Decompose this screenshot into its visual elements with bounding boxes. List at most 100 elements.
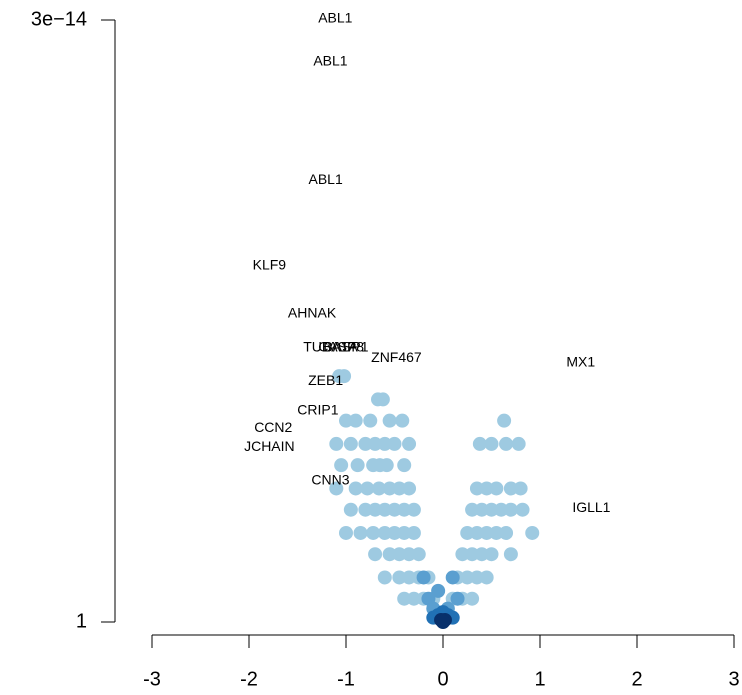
gene-label: TUBA1A	[303, 339, 358, 355]
point	[387, 525, 402, 540]
point	[329, 436, 344, 451]
gene-label: CNN3	[311, 472, 349, 488]
point	[402, 570, 417, 585]
point	[460, 525, 475, 540]
point	[392, 481, 407, 496]
point	[474, 547, 489, 562]
point	[382, 547, 397, 562]
point	[368, 502, 383, 517]
point	[484, 436, 499, 451]
point	[402, 547, 417, 562]
point	[499, 436, 514, 451]
point	[337, 369, 352, 384]
point	[469, 481, 484, 496]
point	[353, 525, 368, 540]
point	[489, 525, 504, 540]
point	[472, 436, 487, 451]
point	[397, 525, 412, 540]
gene-label: BASP1	[323, 339, 368, 355]
point	[348, 481, 363, 496]
point	[343, 502, 358, 517]
point	[397, 458, 412, 473]
point	[450, 591, 465, 606]
point	[372, 458, 387, 473]
x-tick-label: 2	[631, 668, 642, 690]
point	[375, 392, 390, 407]
x-tick-label: -2	[240, 668, 258, 690]
y-tick-label: 3e−14	[31, 8, 87, 30]
point	[368, 436, 383, 451]
gene-label: AHNAK	[288, 305, 337, 321]
point	[377, 570, 392, 585]
point	[525, 525, 540, 540]
gene-label: ZNF467	[371, 349, 422, 365]
point	[416, 570, 431, 585]
point	[392, 547, 407, 562]
point	[387, 502, 402, 517]
point	[402, 481, 417, 496]
point	[484, 547, 499, 562]
point	[339, 525, 353, 540]
gene-label: KLF9	[253, 257, 287, 273]
point	[431, 583, 446, 598]
point	[489, 481, 504, 496]
point	[513, 481, 528, 496]
gene-label: CASP8	[318, 339, 364, 355]
point	[460, 570, 475, 585]
point	[358, 436, 373, 451]
x-tick-label: 1	[534, 668, 545, 690]
gene-label: ABL1	[318, 9, 352, 25]
point	[366, 525, 381, 540]
point	[363, 413, 378, 428]
point	[499, 525, 514, 540]
gene-label: CRIP1	[297, 401, 338, 417]
gene-label: ABL1	[309, 171, 343, 187]
gene-label: ZEB1	[308, 372, 343, 388]
point	[339, 413, 353, 428]
point	[397, 591, 412, 606]
x-tick-label: 0	[437, 668, 448, 690]
point	[343, 436, 358, 451]
point	[382, 413, 397, 428]
point	[469, 570, 484, 585]
point	[358, 502, 373, 517]
point	[368, 547, 383, 562]
point	[392, 570, 407, 585]
point	[382, 481, 397, 496]
point	[445, 570, 460, 585]
point	[377, 502, 392, 517]
point	[503, 481, 518, 496]
point	[465, 547, 480, 562]
point	[329, 481, 344, 496]
point	[348, 413, 363, 428]
point	[397, 502, 412, 517]
point	[387, 436, 402, 451]
point	[350, 458, 365, 473]
point	[465, 591, 480, 606]
point	[406, 502, 421, 517]
point	[395, 413, 410, 428]
point	[479, 570, 494, 585]
gene-label: MX1	[566, 353, 595, 369]
point	[436, 615, 450, 629]
point	[377, 525, 392, 540]
point	[474, 502, 489, 517]
point	[511, 436, 526, 451]
point	[371, 481, 386, 496]
point	[455, 547, 470, 562]
point	[406, 591, 421, 606]
point	[497, 413, 512, 428]
gene-label: JCHAIN	[244, 438, 295, 454]
point	[406, 525, 421, 540]
gene-label: CCN2	[254, 419, 292, 435]
point	[411, 547, 426, 562]
point	[494, 502, 509, 517]
point	[360, 481, 375, 496]
point	[334, 458, 349, 473]
gene-label: ABL1	[313, 52, 347, 68]
point	[503, 547, 518, 562]
x-tick-label: -1	[337, 668, 355, 690]
point	[479, 525, 494, 540]
